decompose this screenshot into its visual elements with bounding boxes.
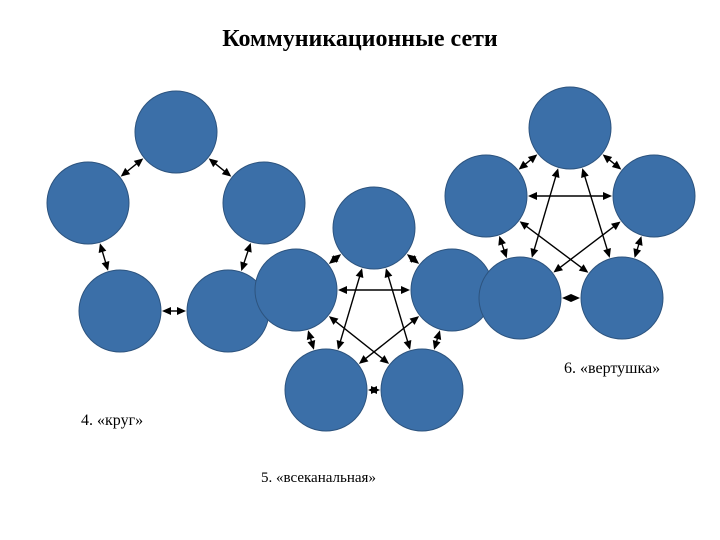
arrow-head [562,294,571,302]
arrow-head [612,161,622,170]
node [479,257,561,339]
node [581,257,663,339]
arrow-head [209,158,219,167]
label-circle: 4. «круг» [75,410,149,432]
edge [387,273,408,345]
arrow-head [359,355,369,364]
arrow-head [528,154,538,163]
arrow-head [433,340,441,350]
arrow-head [500,248,508,258]
arrow-head [571,294,580,302]
node [223,162,305,244]
arrow-head [498,236,506,246]
arrow-head [579,264,589,273]
node [135,91,217,173]
arrow-head [581,168,589,178]
arrow-head [338,286,347,294]
arrow-head [528,192,537,200]
arrow-head [603,192,612,200]
arrow-head [404,340,412,350]
node [285,349,367,431]
arrow-head [520,221,530,230]
node [333,187,415,269]
arrow-head [244,243,252,253]
edge [339,273,360,345]
arrow-head [307,330,315,340]
arrow-head [552,168,560,178]
node [381,349,463,431]
label-wheel: 6. «вертушка» [558,358,666,380]
node [445,155,527,237]
arrow-head [134,158,144,167]
arrow-head [102,261,110,271]
edge [584,173,609,253]
diagram-canvas [0,0,720,540]
arrow-head [240,261,248,271]
arrow-head [434,330,442,340]
node [79,270,161,352]
arrow-head [308,340,316,350]
arrow-head [635,236,643,246]
arrow-head [603,154,613,163]
node [613,155,695,237]
arrow-head [121,168,131,177]
node [529,87,611,169]
arrow-head [162,307,171,315]
arrow-head [633,248,641,258]
arrow-head [519,161,529,170]
arrow-head [611,221,621,230]
arrow-head [553,264,563,273]
arrow-head [531,248,539,258]
arrow-head [99,243,107,253]
arrow-head [603,248,611,258]
node [255,249,337,331]
arrow-head [380,355,390,364]
arrow-head [356,268,364,278]
arrow-head [329,316,339,325]
arrow-head [177,307,186,315]
node [47,162,129,244]
label-allchan: 5. «всеканальная» [255,468,382,489]
arrow-head [337,340,345,350]
arrow-head [410,316,420,325]
arrow-head [385,268,393,278]
arrow-head [222,168,232,177]
arrow-head [401,286,410,294]
